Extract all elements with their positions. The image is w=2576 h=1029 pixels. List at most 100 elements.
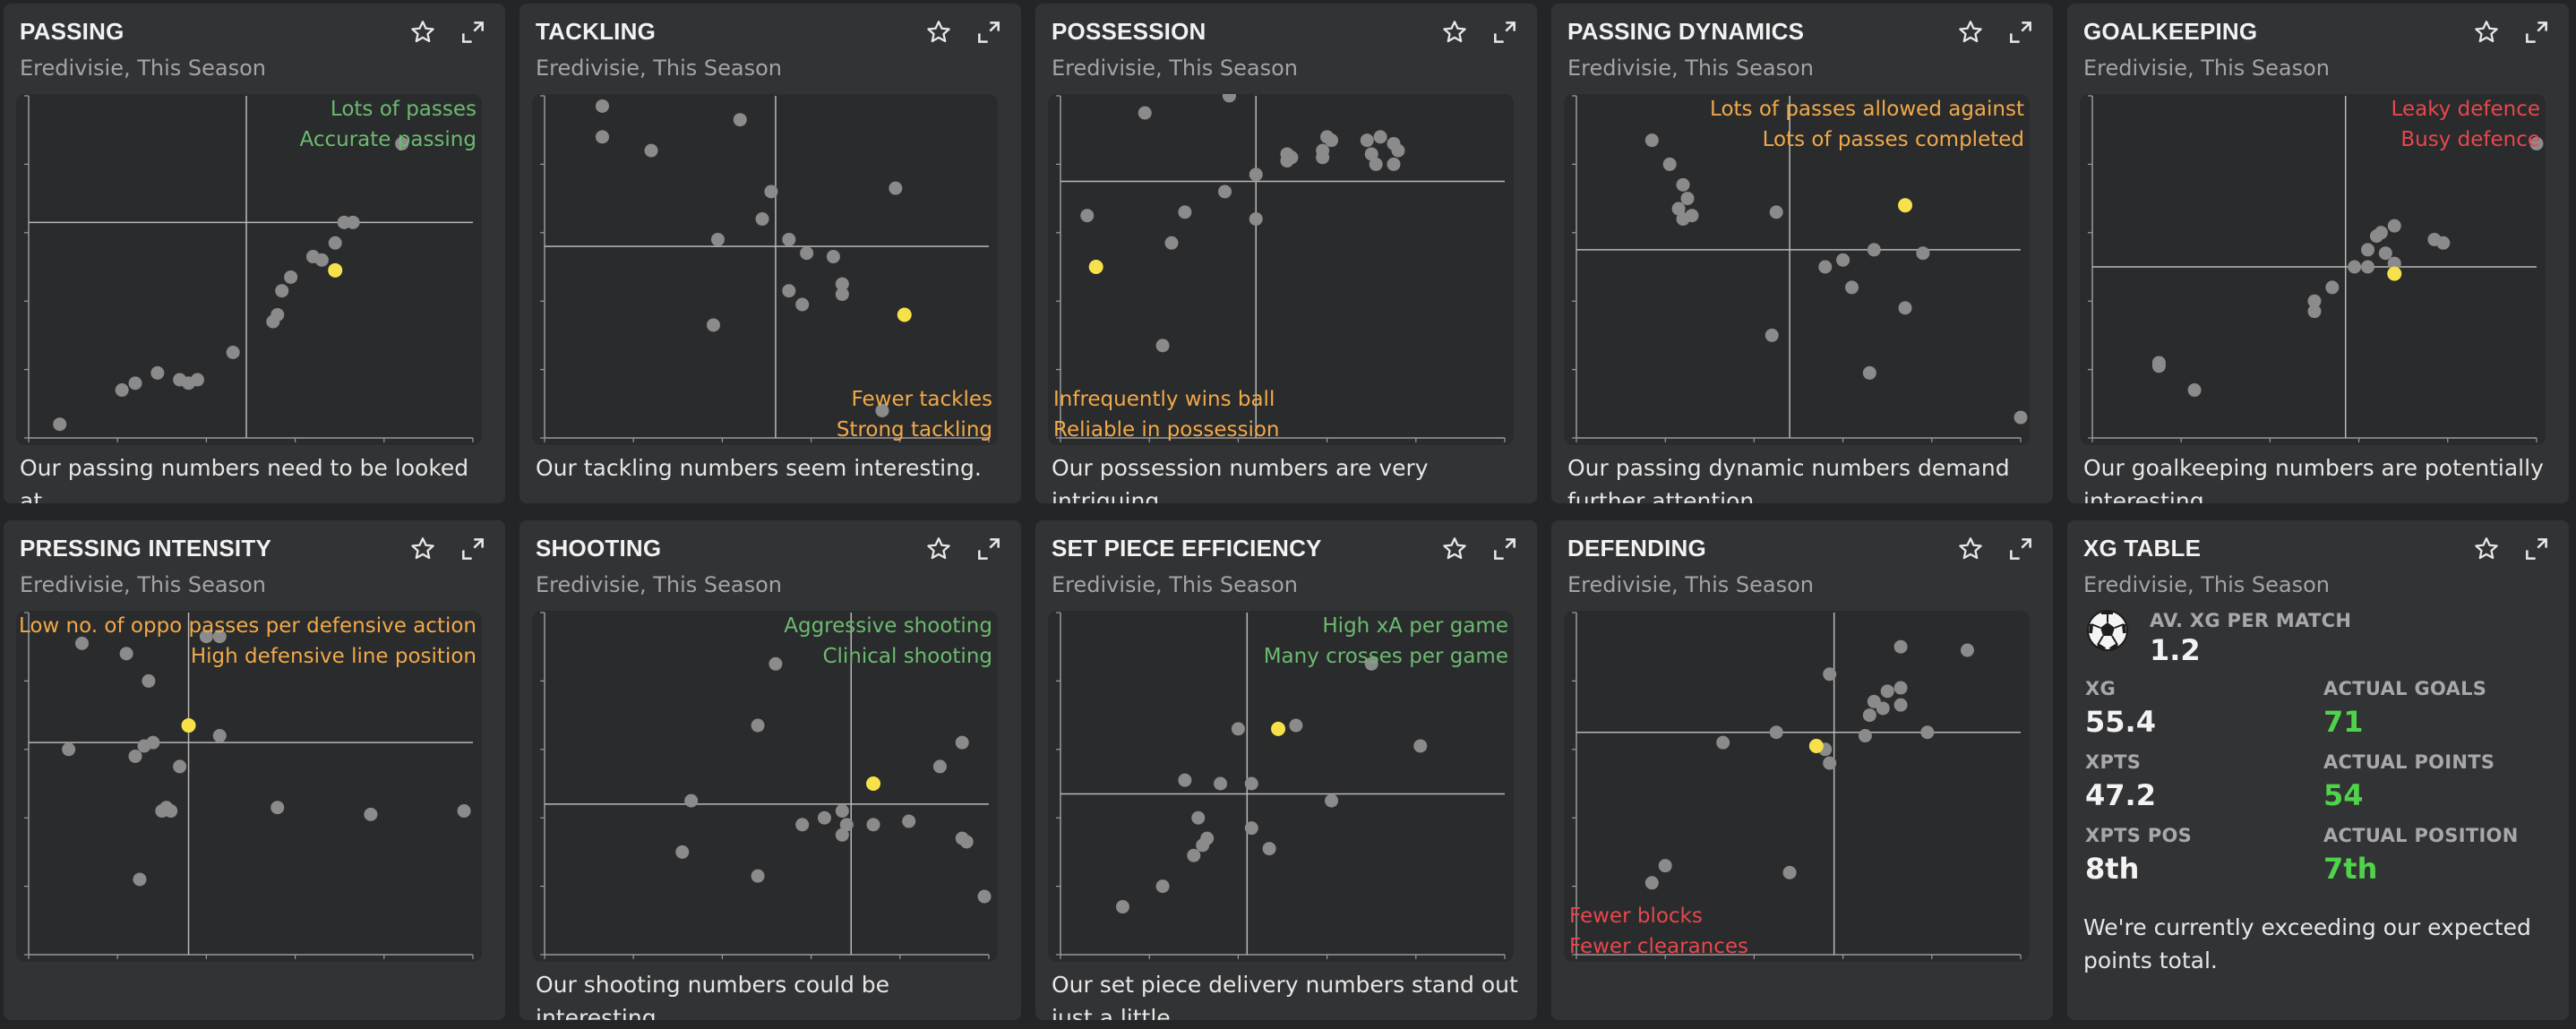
team-point[interactable] — [1387, 157, 1401, 171]
team-point[interactable] — [1765, 328, 1779, 342]
team-point[interactable] — [1916, 246, 1930, 261]
team-point[interactable] — [835, 804, 849, 819]
team-point[interactable] — [2361, 260, 2375, 274]
tackling-card[interactable]: TACKLING Eredivisie, This Season Fewer tac… — [519, 4, 1021, 503]
team-point[interactable] — [115, 383, 129, 398]
team-point[interactable] — [866, 818, 880, 832]
team-point[interactable] — [706, 318, 720, 332]
team-point[interactable] — [769, 656, 783, 671]
expand-icon[interactable] — [2006, 535, 2035, 563]
team-point[interactable] — [595, 99, 609, 113]
team-point[interactable] — [1413, 739, 1428, 753]
passing-scatter-plot[interactable]: Lots of passes Accurate passing — [16, 94, 482, 445]
team-point[interactable] — [817, 810, 831, 825]
expand-icon[interactable] — [1490, 18, 1519, 47]
shooting-scatter-plot[interactable]: Aggressive shooting Clinical shooting — [532, 611, 998, 962]
team-point[interactable] — [835, 827, 849, 842]
goalkeeping-scatter-plot[interactable]: Leaky defence Busy defence — [2080, 94, 2546, 445]
team-point[interactable] — [226, 346, 240, 359]
expand-icon[interactable] — [459, 18, 487, 47]
set-piece-efficiency-card[interactable]: SET PIECE EFFICIENCY Eredivisie, This Sea… — [1035, 520, 1537, 1020]
team-point[interactable] — [1325, 793, 1339, 808]
expand-icon[interactable] — [2522, 535, 2551, 563]
team-point[interactable] — [1823, 756, 1837, 770]
team-point[interactable] — [1662, 157, 1677, 171]
team-point[interactable] — [328, 236, 342, 250]
team-point[interactable] — [733, 113, 747, 127]
team-point[interactable] — [1716, 735, 1730, 750]
team-point[interactable] — [364, 807, 378, 821]
our-team-point[interactable] — [866, 776, 881, 791]
expand-icon[interactable] — [459, 535, 487, 563]
our-team-point[interactable] — [1271, 721, 1286, 736]
team-point[interactable] — [1284, 150, 1299, 165]
team-point[interactable] — [1360, 133, 1374, 148]
team-point[interactable] — [1191, 810, 1206, 825]
team-point[interactable] — [53, 417, 67, 432]
team-point[interactable] — [755, 212, 769, 227]
team-point[interactable] — [1680, 192, 1695, 206]
star-icon[interactable] — [408, 18, 437, 47]
team-point[interactable] — [1876, 701, 1890, 716]
team-point[interactable] — [1369, 157, 1383, 171]
team-point[interactable] — [1115, 900, 1129, 914]
team-point[interactable] — [751, 718, 765, 733]
team-point[interactable] — [270, 307, 285, 322]
xg-table-card[interactable]: XG TABLE Eredivisie, This Season AV. XG PE… — [2067, 520, 2569, 1020]
team-point[interactable] — [2307, 294, 2322, 308]
team-point[interactable] — [2014, 410, 2028, 424]
team-point[interactable] — [2361, 243, 2375, 257]
team-point[interactable] — [1920, 725, 1935, 740]
team-point[interactable] — [875, 403, 889, 417]
team-point[interactable] — [764, 184, 778, 199]
team-point[interactable] — [1893, 681, 1908, 695]
passing-dynamics-scatter-plot[interactable]: Lots of passes allowed against Lots of pa… — [1564, 94, 2030, 445]
expand-icon[interactable] — [2522, 18, 2551, 47]
team-point[interactable] — [826, 250, 840, 264]
team-point[interactable] — [835, 277, 849, 291]
team-point[interactable] — [1818, 260, 1833, 274]
team-point[interactable] — [1373, 130, 1387, 144]
tackling-scatter-plot[interactable]: Fewer tackles Strong tackling — [532, 94, 998, 445]
team-point[interactable] — [795, 297, 810, 312]
team-point[interactable] — [782, 232, 796, 246]
team-point[interactable] — [675, 845, 690, 859]
passing-card[interactable]: PASSING Eredivisie, This Season Lots of pa… — [4, 4, 505, 503]
team-point[interactable] — [1289, 718, 1303, 733]
team-point[interactable] — [119, 647, 133, 661]
team-point[interactable] — [199, 630, 213, 644]
pressing-intensity-scatter-plot[interactable]: Low no. of oppo passes per defensive act… — [16, 611, 482, 962]
team-point[interactable] — [1187, 848, 1201, 862]
expand-icon[interactable] — [1490, 535, 1519, 563]
set-piece-efficiency-scatter-plot[interactable]: High xA per game Many crosses per game — [1048, 611, 1514, 962]
team-point[interactable] — [155, 804, 169, 819]
team-point[interactable] — [1685, 209, 1699, 223]
star-icon[interactable] — [2472, 535, 2501, 563]
team-point[interactable] — [1249, 167, 1263, 182]
team-point[interactable] — [1823, 667, 1837, 682]
star-icon[interactable] — [408, 535, 437, 563]
pressing-intensity-card[interactable]: PRESSING INTENSITY Eredivisie, This Seaso… — [4, 520, 505, 1020]
team-point[interactable] — [1769, 725, 1783, 740]
team-point[interactable] — [1880, 684, 1894, 699]
team-point[interactable] — [212, 729, 227, 743]
team-point[interactable] — [1155, 339, 1170, 353]
team-point[interactable] — [1676, 177, 1690, 192]
expand-icon[interactable] — [2006, 18, 2035, 47]
expand-icon[interactable] — [975, 18, 1003, 47]
our-team-point[interactable] — [1808, 738, 1824, 753]
team-point[interactable] — [173, 759, 187, 774]
team-point[interactable] — [782, 284, 796, 298]
star-icon[interactable] — [1956, 535, 1985, 563]
team-point[interactable] — [128, 376, 142, 390]
team-point[interactable] — [1862, 708, 1876, 723]
star-icon[interactable] — [1440, 535, 1469, 563]
team-point[interactable] — [1249, 212, 1263, 227]
team-point[interactable] — [1658, 859, 1672, 873]
defending-scatter-plot[interactable]: Fewer blocks Fewer clearances — [1564, 611, 2030, 962]
team-point[interactable] — [1769, 205, 1783, 219]
team-point[interactable] — [2151, 356, 2166, 370]
star-icon[interactable] — [924, 535, 953, 563]
team-point[interactable] — [2348, 260, 2362, 274]
team-point[interactable] — [1862, 365, 1876, 380]
